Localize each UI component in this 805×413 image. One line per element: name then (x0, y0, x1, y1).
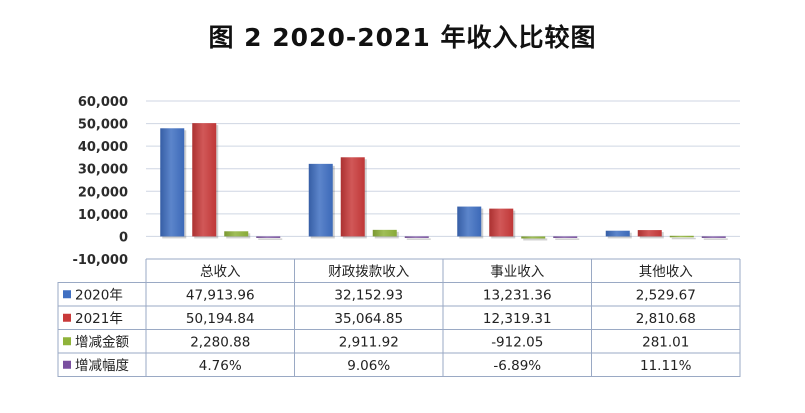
data-label: 50,194.84 (186, 311, 255, 327)
data-label: 9.06% (347, 358, 390, 374)
bar (192, 123, 217, 237)
legend-key (63, 337, 71, 346)
bar (605, 230, 630, 237)
bar (521, 236, 546, 239)
x-tick-label: 财政拨款收入 (328, 264, 409, 280)
y-tick-label: -10,000 (72, 253, 128, 268)
bar (669, 235, 694, 238)
data-label: -6.89% (493, 358, 541, 374)
bar (340, 157, 365, 237)
data-label: 47,913.96 (186, 287, 255, 303)
data-label: 13,231.36 (483, 287, 552, 303)
data-label: 2,911.92 (339, 334, 399, 350)
bar (489, 208, 514, 237)
y-tick-label: 50,000 (78, 118, 128, 133)
bar-shadow (671, 237, 696, 240)
legend-label: 增减幅度 (75, 358, 129, 374)
data-label: 281.01 (642, 334, 689, 350)
bar (701, 236, 726, 238)
legend-label: 2021年 (75, 311, 123, 327)
bar (160, 128, 185, 237)
data-label: 2,529.67 (636, 287, 696, 303)
bar (404, 236, 429, 238)
bar-shadow (703, 238, 728, 240)
bar-shadow (258, 238, 283, 240)
chart-title: 图 2 2020-2021 年收入比较图 (208, 23, 597, 52)
bar (224, 231, 249, 237)
data-label: 32,152.93 (334, 287, 403, 303)
data-label: -912.05 (491, 334, 543, 350)
legend-key (63, 290, 71, 299)
legend-key (63, 313, 71, 322)
y-tick-label: 10,000 (78, 208, 128, 223)
bar (308, 163, 333, 237)
bar (637, 230, 662, 237)
bar (372, 229, 397, 237)
legend-key (63, 360, 71, 369)
bar (256, 236, 281, 238)
legend-label: 2020年 (75, 287, 123, 303)
data-label: 2,280.88 (190, 334, 250, 350)
bar-shadow (523, 238, 548, 241)
data-label: 35,064.85 (334, 311, 403, 327)
bar-shadow (555, 238, 580, 240)
x-tick-label: 其他收入 (639, 264, 693, 280)
data-label: 4.76% (199, 358, 242, 374)
y-tick-label: 40,000 (78, 140, 128, 155)
x-tick-label: 总收入 (200, 264, 241, 280)
y-tick-label: 20,000 (78, 185, 128, 200)
data-label: 11.11% (640, 358, 692, 374)
x-tick-label: 事业收入 (490, 264, 544, 280)
bar (457, 206, 482, 237)
legend-label: 增减金额 (75, 334, 129, 350)
y-tick-label: 30,000 (78, 163, 128, 178)
y-tick-label: 0 (119, 230, 128, 245)
y-tick-label: 60,000 (78, 95, 128, 110)
data-label: 2,810.68 (636, 311, 696, 327)
data-label: 12,319.31 (483, 311, 552, 327)
bar-shadow (406, 238, 431, 240)
bar (553, 236, 578, 238)
